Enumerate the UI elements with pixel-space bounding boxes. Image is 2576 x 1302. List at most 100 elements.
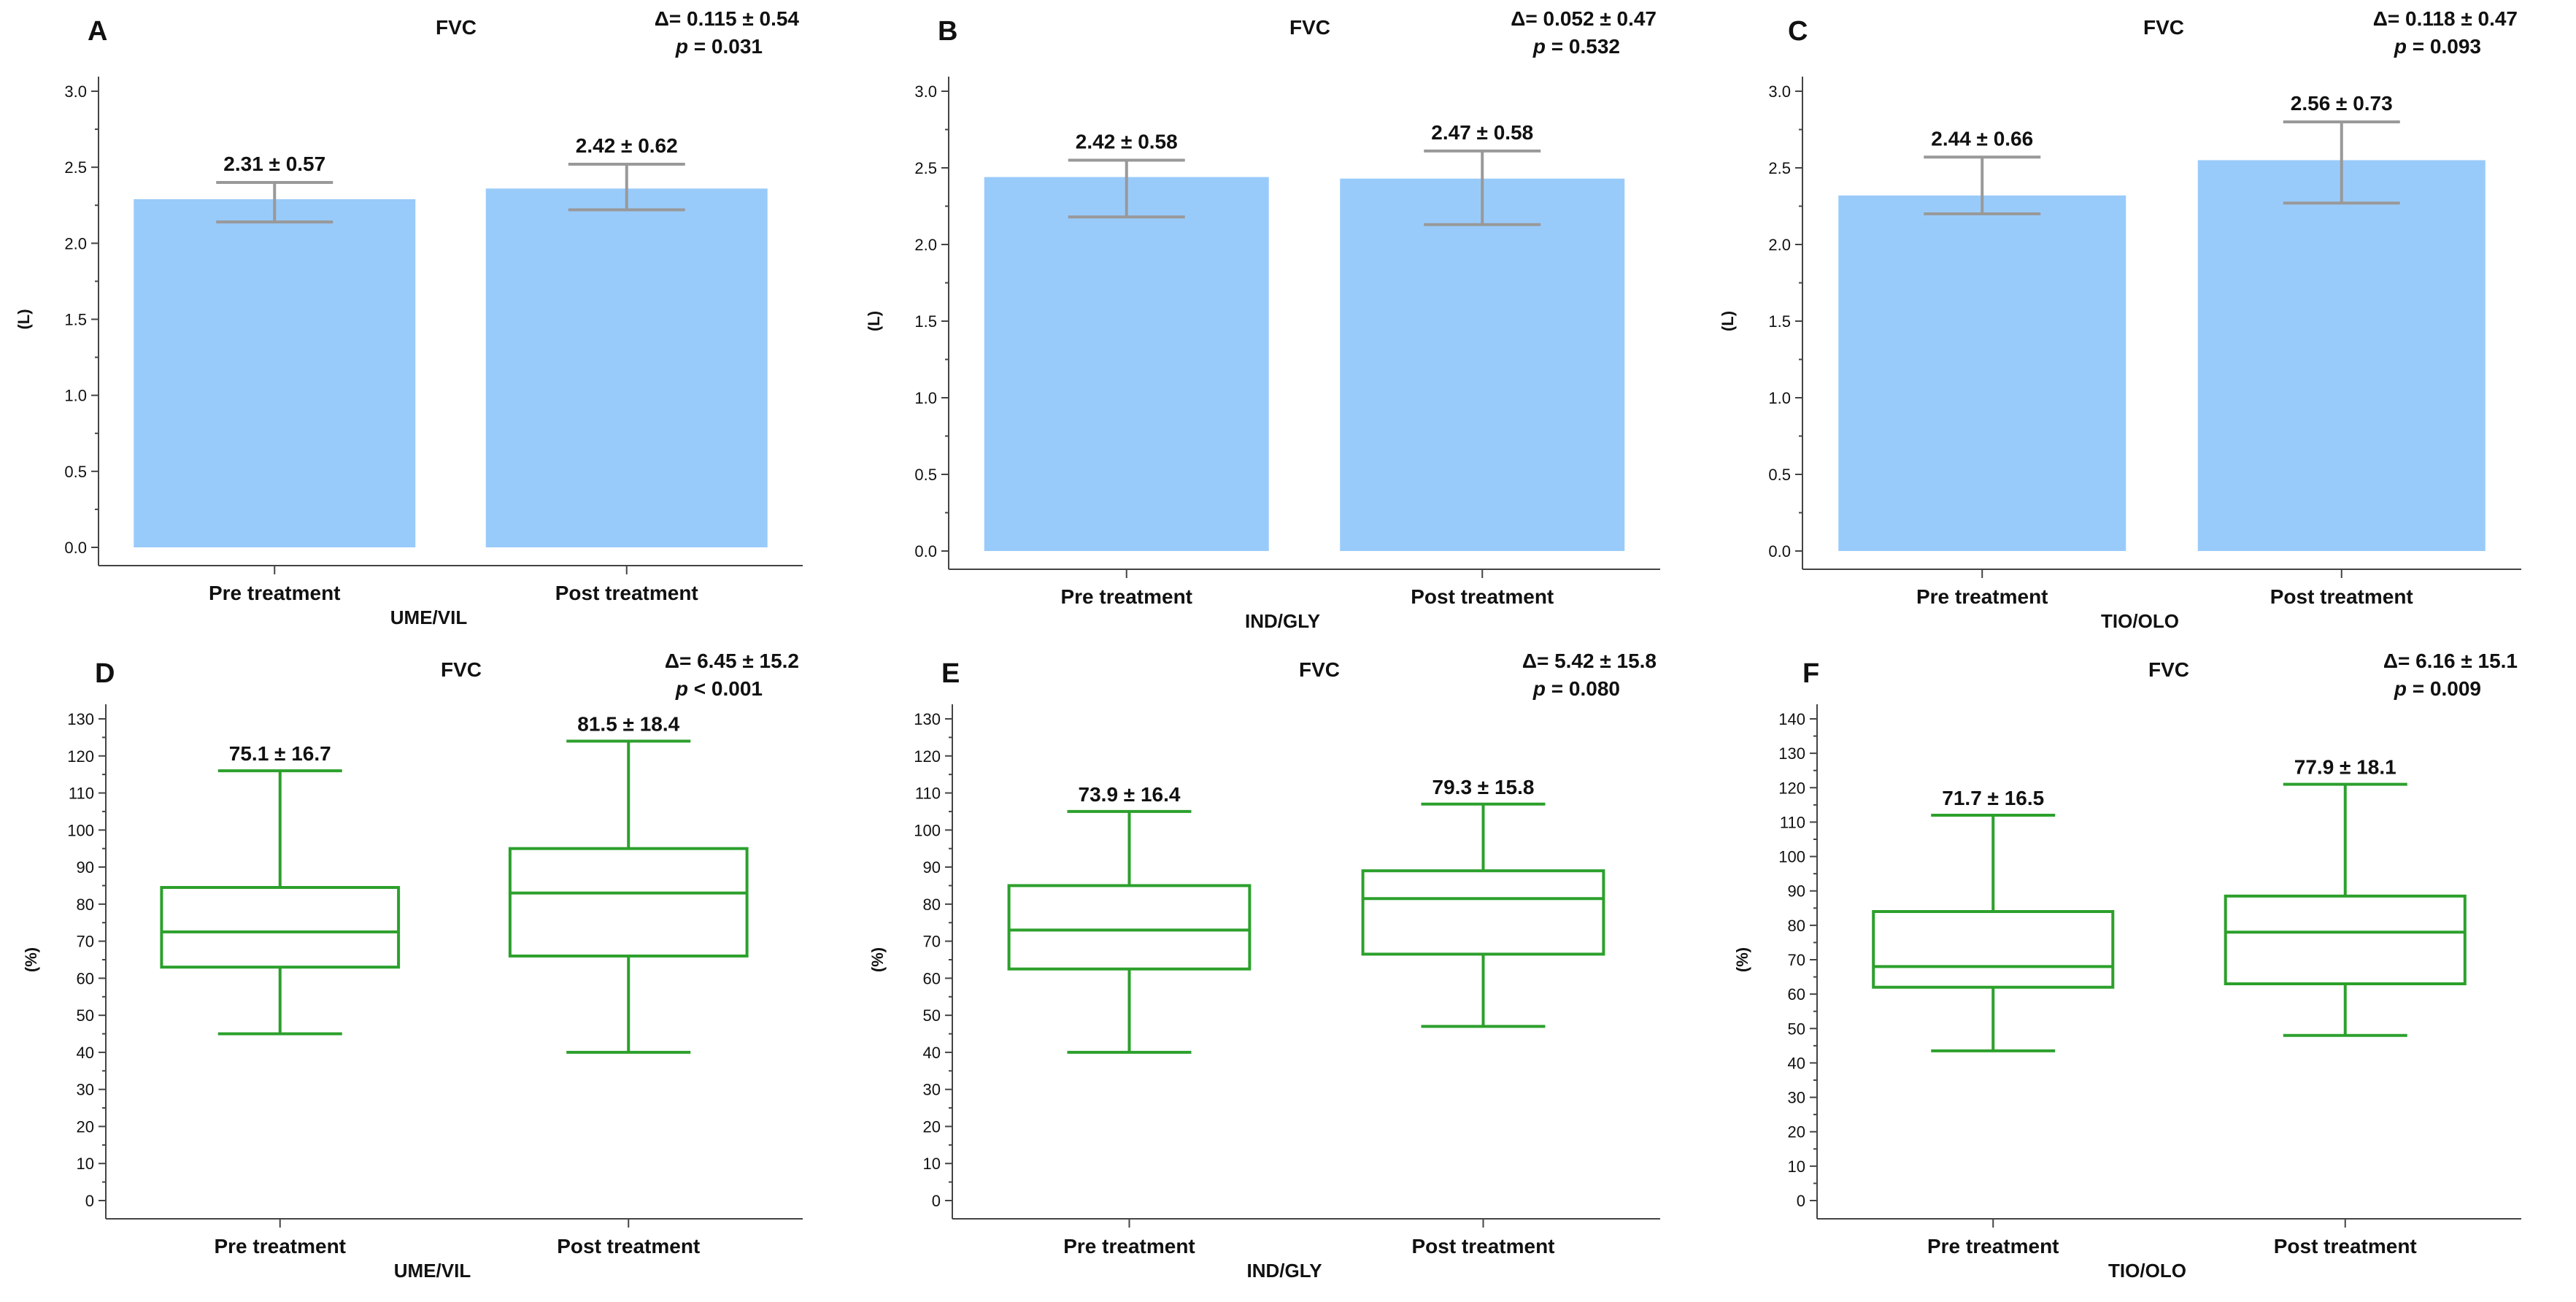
y-tick-label: 1.0: [1768, 389, 1791, 407]
y-tick-label: 110: [69, 785, 94, 803]
box: [1872, 910, 2115, 989]
delta-annotation: Δ= 6.16 ± 15.1: [2383, 650, 2518, 672]
y-tick-label: 100: [67, 821, 94, 839]
p-value-annotation: p = 0.080: [1532, 677, 1620, 700]
y-tick-label: 20: [77, 1117, 94, 1136]
panel-a: A FVC Δ= 0.115 ± 0.54 p = 0.031 0.0 0.5 1.0 1.5…: [15, 7, 803, 628]
data-label: 79.3 ± 15.8: [1432, 776, 1535, 798]
p-value-annotation: p < 0.001: [675, 677, 763, 700]
y-axis-label: (L): [865, 311, 883, 331]
y-tick-label: 50: [923, 1006, 941, 1025]
y-tick-label: 130: [914, 710, 941, 728]
y-tick-label: 120: [914, 747, 941, 766]
y-tick-label: 2.0: [64, 234, 87, 253]
p-value-annotation: p = 0.009: [2394, 677, 2481, 700]
x-tick-label: Pre treatment: [1060, 585, 1192, 608]
chart-title: FVC: [2148, 658, 2189, 681]
p-value: = 0.093: [2407, 35, 2481, 58]
y-tick-label: 10: [923, 1155, 941, 1173]
y-tick-label: 0: [932, 1192, 941, 1210]
data-label: 71.7 ± 16.5: [1942, 787, 2044, 809]
y-tick-label: 1.0: [64, 387, 87, 405]
box: [2224, 894, 2467, 986]
y-tick-label: 10: [77, 1155, 94, 1173]
y-tick-label: 2.0: [1768, 236, 1791, 254]
y-tick-label: 40: [77, 1044, 94, 1062]
box: [1007, 884, 1252, 971]
bar: [2197, 160, 2486, 551]
panel-letter: D: [95, 658, 115, 689]
group-label: TIO/OLO: [2101, 610, 2179, 632]
bar: [134, 199, 416, 547]
y-tick-label: 1.0: [914, 389, 937, 407]
p-value: = 0.532: [1546, 35, 1620, 58]
y-tick-label: 60: [77, 969, 94, 987]
y-tick-label: 140: [1778, 710, 1805, 728]
panel-letter: F: [1802, 658, 1819, 689]
y-tick-label: 100: [914, 821, 941, 839]
y-tick-label: 0.5: [914, 466, 937, 484]
y-tick-label: 90: [77, 858, 94, 877]
x-tick-label: Post treatment: [555, 582, 698, 604]
bar: [1838, 195, 2126, 551]
y-tick-label: 30: [923, 1081, 941, 1099]
panel-letter: C: [1788, 16, 1808, 47]
x-tick-label: Post treatment: [2270, 585, 2413, 608]
p-symbol: p: [1532, 35, 1546, 58]
delta-annotation: Δ= 6.45 ± 15.2: [665, 650, 799, 672]
x-tick-label: Post treatment: [557, 1235, 700, 1257]
y-tick-label: 30: [1788, 1089, 1805, 1107]
x-tick-label: Post treatment: [2274, 1235, 2417, 1257]
y-tick-label: 0.0: [64, 539, 87, 557]
y-tick-label: 20: [1788, 1123, 1805, 1141]
y-tick-label: 0.0: [914, 542, 937, 561]
y-tick-label: 0: [85, 1192, 94, 1210]
y-tick-label: 100: [1778, 848, 1805, 866]
y-tick-label: 30: [77, 1081, 94, 1099]
delta-annotation: Δ= 0.052 ± 0.47: [1511, 7, 1657, 30]
group-label: TIO/OLO: [2108, 1260, 2186, 1282]
box: [508, 847, 749, 958]
data-label: 2.42 ± 0.58: [1076, 131, 1178, 153]
y-tick-label: 130: [1778, 744, 1805, 763]
x-tick-label: Post treatment: [1411, 1235, 1554, 1257]
group-label: IND/GLY: [1246, 1260, 1322, 1282]
bar: [1340, 178, 1625, 551]
chart-title: FVC: [1289, 16, 1330, 39]
y-tick-label: 70: [77, 933, 94, 951]
y-tick-label: 50: [77, 1006, 94, 1025]
y-tick-label: 60: [1788, 985, 1805, 1004]
data-label: 2.56 ± 0.73: [2291, 92, 2393, 115]
y-tick-label: 90: [923, 858, 941, 877]
p-symbol: p: [675, 35, 688, 58]
y-axis-label: (%): [1733, 947, 1751, 972]
y-tick-label: 70: [923, 933, 941, 951]
panel-letter: E: [941, 658, 960, 689]
delta-annotation: Δ= 0.115 ± 0.54: [655, 7, 800, 30]
y-tick-label: 0.5: [64, 463, 87, 481]
data-label: 2.42 ± 0.62: [576, 134, 678, 157]
y-tick-label: 90: [1788, 882, 1805, 901]
p-symbol: p: [675, 677, 688, 700]
y-tick-label: 2.5: [914, 159, 937, 177]
y-axis-label: (%): [22, 947, 40, 972]
data-label: 77.9 ± 18.1: [2294, 756, 2396, 779]
bar: [984, 177, 1269, 552]
y-tick-label: 3.0: [1768, 82, 1791, 101]
y-tick-label: 40: [1788, 1054, 1805, 1072]
panel-f: F FVC Δ= 6.16 ± 15.1 p = 0.009 0 10 20 30 40 50 60…: [1733, 650, 2521, 1282]
p-value-annotation: p = 0.031: [675, 35, 763, 58]
chart-title: FVC: [441, 658, 482, 681]
group-label: UME/VIL: [390, 606, 468, 628]
chart-title: FVC: [1299, 658, 1340, 681]
p-value: = 0.009: [2407, 677, 2481, 700]
data-label: 75.1 ± 16.7: [229, 742, 331, 765]
y-tick-label: 0: [1797, 1192, 1805, 1210]
y-tick-label: 2.0: [914, 236, 937, 254]
y-tick-label: 50: [1788, 1020, 1805, 1038]
y-tick-label: 80: [923, 895, 941, 914]
y-tick-label: 0.5: [1768, 466, 1791, 484]
p-value: < 0.001: [688, 677, 763, 700]
y-tick-label: 70: [1788, 951, 1805, 969]
